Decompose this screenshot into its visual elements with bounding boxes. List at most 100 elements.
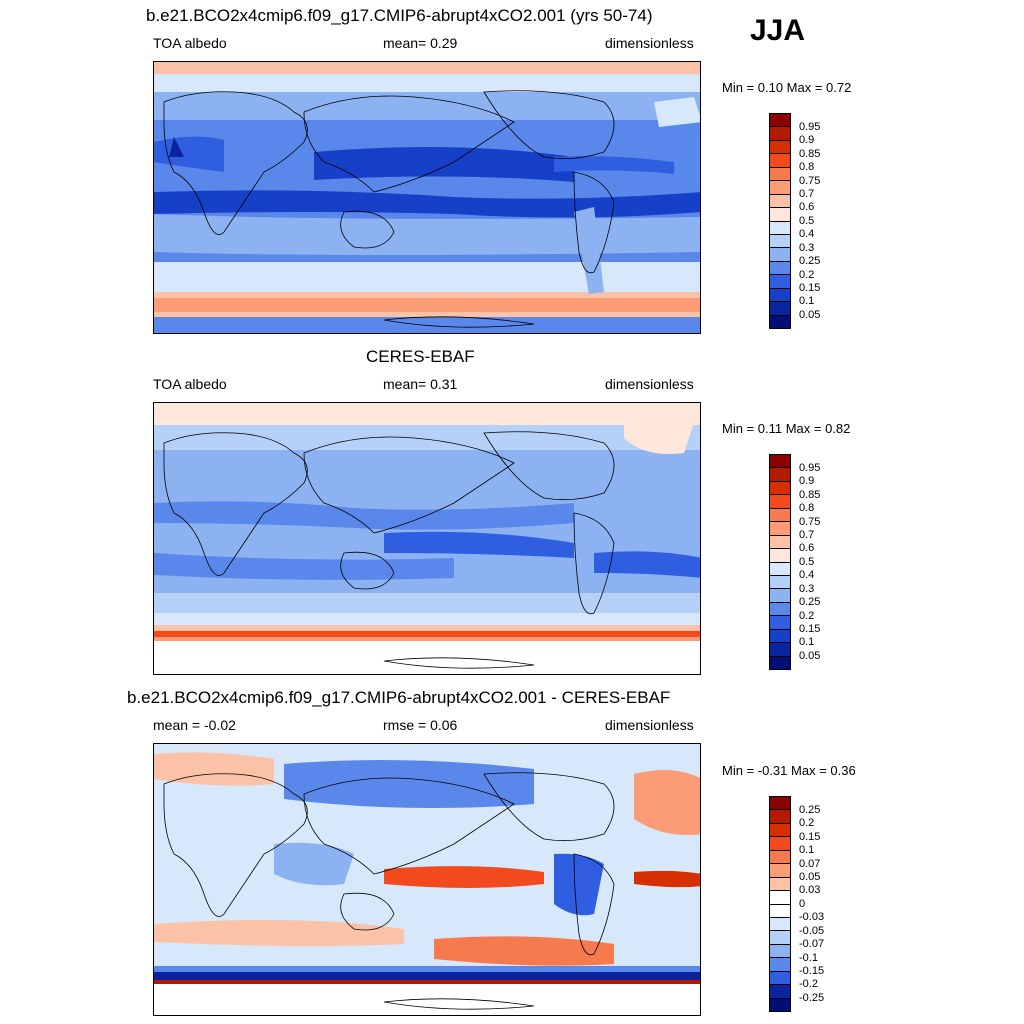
panel3-colorbar-tick: 0.1 (799, 844, 815, 856)
panel2-minmax-label: Min = 0.11 Max = 0.82 (722, 421, 851, 436)
panel3-colorbar: 0.25 0.2 0.15 0.1 0.07 0.05 0.03 0 -0.03… (769, 796, 824, 1012)
panel2-colorbar-tick: 0.05 (799, 650, 821, 662)
colorbar-swatch (769, 454, 791, 469)
colorbar-swatch (769, 494, 791, 509)
colorbar-swatch (769, 957, 791, 972)
panel1-colorbar-tick: 0.05 (799, 309, 821, 321)
panel3-colorbar-tick: 0.07 (799, 858, 821, 870)
panel1-minmax-label: Min = 0.10 Max = 0.72 (722, 80, 852, 95)
panel3-colorbar-tick: 0.05 (799, 871, 821, 883)
colorbar-swatch (769, 233, 791, 249)
panel2-colorbar-tick: 0.1 (799, 636, 815, 648)
colorbar-swatch (769, 274, 791, 289)
colorbar-swatch (769, 521, 791, 536)
panel3-colorbar-tick: -0.2 (799, 978, 818, 990)
panel1-colorbar-tick: 0.85 (799, 148, 821, 160)
panel1-colorbar-tick: 0.7 (799, 188, 815, 200)
panel2-colorbar-tick: 0.6 (799, 542, 815, 554)
colorbar-swatch (769, 467, 791, 482)
colorbar-swatch (769, 180, 791, 195)
panel1-colorbar-tick: 0.8 (799, 161, 815, 173)
panel2-variable-label: TOA albedo (153, 376, 227, 392)
panel1-map (153, 61, 701, 334)
panel2-colorbar-tick: 0.85 (799, 489, 821, 501)
colorbar-swatch (769, 574, 791, 590)
colorbar-swatch (769, 153, 791, 168)
panel1-colorbar-tick: 0.6 (799, 201, 815, 213)
colorbar-swatch (769, 139, 791, 155)
colorbar-swatch (769, 876, 791, 892)
panel2-colorbar-tick: 0.7 (799, 529, 815, 541)
colorbar-swatch (769, 822, 791, 838)
colorbar-swatch (769, 809, 791, 824)
panel1-colorbar-tick: 0.3 (799, 242, 815, 254)
panel3-colorbar-tick: -0.07 (799, 938, 825, 950)
colorbar-swatch (769, 642, 791, 657)
colorbar-swatch (769, 126, 791, 141)
panel1-colorbar: 0.95 0.9 0.85 0.8 0.75 0.7 0.6 0.5 0.4 0… (769, 113, 820, 329)
panel1-colorbar-tick: 0.4 (799, 228, 815, 240)
colorbar-swatch (769, 796, 791, 811)
colorbar-swatch (769, 836, 791, 851)
colorbar-swatch (769, 916, 791, 932)
panel3-title: b.e21.BCO2x4cmip6.f09_g17.CMIP6-abrupt4x… (127, 688, 671, 707)
panel1-units-label: dimensionless (605, 35, 694, 51)
season-label: JJA (750, 14, 806, 47)
colorbar-swatch (769, 997, 791, 1012)
colorbar-swatch (769, 166, 791, 182)
colorbar-swatch (769, 890, 791, 905)
colorbar-swatch (769, 534, 791, 550)
panel1-title: b.e21.BCO2x4cmip6.f09_g17.CMIP6-abrupt4x… (146, 6, 653, 25)
colorbar-swatch (769, 943, 791, 959)
colorbar-swatch (769, 588, 791, 603)
panel1-colorbar-tick: 0.9 (799, 134, 815, 146)
colorbar-swatch (769, 113, 791, 128)
panel2-colorbar-tick: 0.15 (799, 623, 821, 635)
panel3-minmax-label: Min = -0.31 Max = 0.36 (722, 763, 856, 778)
panel1-colorbar-tick: 0.95 (799, 121, 821, 133)
panel1-colorbar-tick: 0.25 (799, 255, 821, 267)
panel3-colorbar-tick: 0.2 (799, 817, 815, 829)
panel3-rmse-label: rmse = 0.06 (383, 717, 458, 733)
panel3-colorbar-tick: 0.15 (799, 831, 821, 843)
panel3-units-label: dimensionless (605, 717, 694, 733)
panel2-colorbar-tick: 0.2 (799, 610, 815, 622)
panel2-title: CERES-EBAF (366, 347, 475, 366)
colorbar-swatch (769, 314, 791, 329)
colorbar-swatch (769, 561, 791, 576)
colorbar-swatch (769, 863, 791, 878)
colorbar-swatch (769, 984, 791, 999)
panel1-variable-label: TOA albedo (153, 35, 227, 51)
colorbar-swatch (769, 903, 791, 918)
colorbar-swatch (769, 930, 791, 945)
panel2-units-label: dimensionless (605, 376, 694, 392)
colorbar-swatch (769, 615, 791, 630)
panel1-colorbar-tick: 0.1 (799, 295, 815, 307)
colorbar-swatch (769, 601, 791, 617)
panel2-colorbar-tick: 0.9 (799, 475, 815, 487)
panel1-colorbar-tick: 0.75 (799, 175, 821, 187)
panel3-colorbar-tick: -0.15 (799, 965, 825, 977)
panel3-mean-label: mean = -0.02 (153, 717, 236, 733)
panel2-mean-label: mean= 0.31 (383, 376, 458, 392)
panel3-colorbar-tick: -0.1 (799, 952, 818, 964)
panel3-colorbar-tick: -0.03 (799, 911, 825, 923)
colorbar-swatch (769, 287, 791, 303)
colorbar-swatch (769, 655, 791, 670)
panel2-colorbar: 0.95 0.9 0.85 0.8 0.75 0.7 0.6 0.5 0.4 0… (769, 454, 820, 670)
panel2-colorbar-tick: 0.3 (799, 583, 815, 595)
panel3-colorbar-tick: -0.05 (799, 925, 825, 937)
panel3-colorbar-tick: 0.03 (799, 884, 821, 896)
colorbar-swatch (769, 260, 791, 276)
panel1-colorbar-tick: 0.15 (799, 282, 821, 294)
panel2-colorbar-tick: 0.25 (799, 596, 821, 608)
colorbar-swatch (769, 220, 791, 235)
panel2-colorbar-tick: 0.4 (799, 569, 815, 581)
panel1-colorbar-tick: 0.2 (799, 269, 815, 281)
panel3-colorbar-tick: -0.25 (799, 992, 825, 1004)
panel2-colorbar-tick: 0.8 (799, 502, 815, 514)
colorbar-swatch (769, 207, 791, 222)
panel2-map (153, 402, 701, 675)
colorbar-swatch (769, 970, 791, 986)
panel2-colorbar-tick: 0.5 (799, 556, 815, 568)
